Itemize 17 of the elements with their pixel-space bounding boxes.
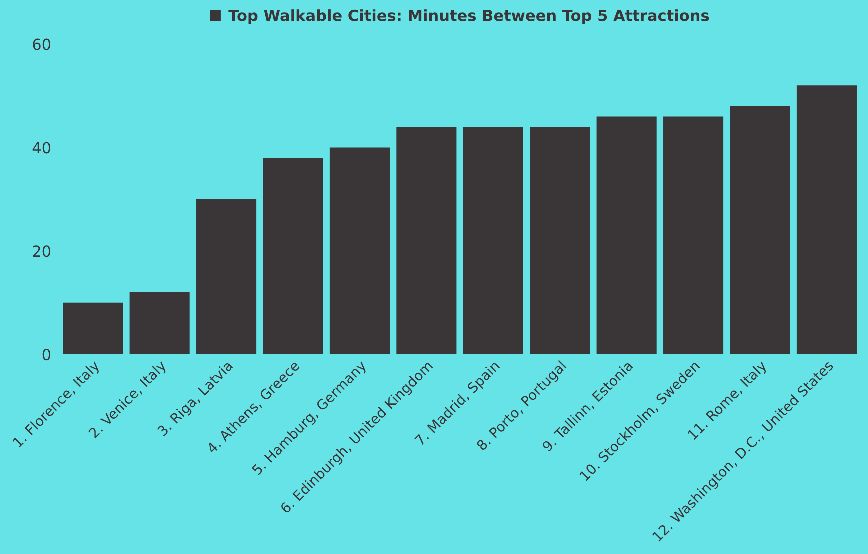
bar	[130, 292, 190, 355]
bar	[664, 116, 724, 355]
bar	[196, 199, 257, 355]
bar	[396, 127, 457, 355]
bar	[596, 116, 657, 355]
bar	[463, 127, 524, 355]
legend-label: Top Walkable Cities: Minutes Between Top 5 Attractions	[228, 10, 710, 24]
bar	[263, 158, 324, 355]
bar	[330, 148, 390, 355]
bar	[796, 86, 857, 355]
y-tick-label: 60	[33, 38, 51, 50]
y-tick-label: 20	[33, 246, 51, 258]
bar	[730, 106, 790, 355]
y-tick-label: 40	[32, 142, 51, 154]
bar	[530, 127, 590, 355]
bar	[63, 302, 124, 355]
y-tick-label: 0	[42, 349, 51, 361]
